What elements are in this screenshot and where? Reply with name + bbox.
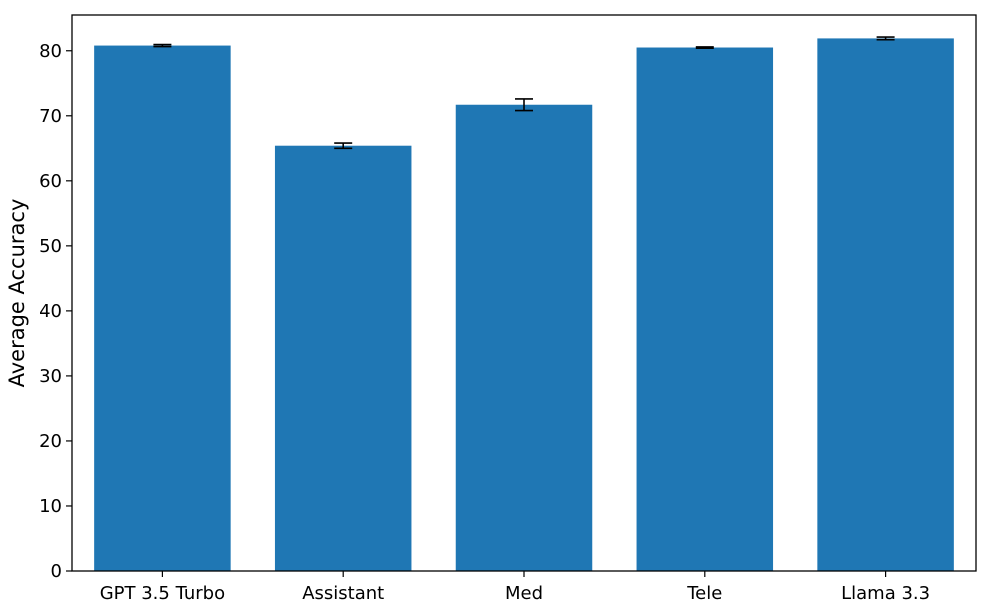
y-tick-label-0: 0 bbox=[51, 561, 62, 582]
error-bar-tele bbox=[695, 46, 714, 49]
error-bar-llama-3-3 bbox=[876, 36, 895, 41]
x-tick-label-assistant: Assistant bbox=[302, 583, 384, 604]
y-axis: 0 10 20 30 40 50 60 70 80 bbox=[39, 41, 72, 582]
y-tick-label-80: 80 bbox=[39, 41, 62, 62]
bar-tele bbox=[636, 47, 774, 571]
x-axis: GPT 3.5 Turbo Assistant Med Tele Llama 3.3 bbox=[100, 571, 930, 604]
bar-gpt-3-5-turbo bbox=[94, 45, 231, 572]
y-tick-label-70: 70 bbox=[39, 106, 62, 127]
error-bars-group bbox=[153, 36, 895, 150]
y-tick-label-10: 10 bbox=[39, 496, 62, 517]
x-tick-label-gpt-3-5-turbo: GPT 3.5 Turbo bbox=[100, 583, 225, 604]
bar-llama-3-3 bbox=[817, 38, 954, 572]
error-bar-gpt-3-5-turbo bbox=[153, 43, 172, 48]
y-tick-label-60: 60 bbox=[39, 171, 62, 192]
y-tick-label-50: 50 bbox=[39, 236, 62, 257]
x-tick-label-llama-3-3: Llama 3.3 bbox=[841, 583, 930, 604]
bar-assistant bbox=[274, 145, 412, 571]
y-tick-label-40: 40 bbox=[39, 301, 62, 322]
bar-med bbox=[455, 104, 593, 571]
x-tick-label-med: Med bbox=[505, 583, 543, 604]
x-tick-label-tele: Tele bbox=[686, 583, 722, 604]
y-tick-label-30: 30 bbox=[39, 366, 62, 387]
y-axis-label: Average Accuracy bbox=[5, 199, 29, 388]
error-bar-med bbox=[515, 98, 533, 112]
bars-group bbox=[94, 38, 954, 572]
error-bar-assistant bbox=[334, 142, 353, 150]
y-tick-label-20: 20 bbox=[39, 431, 62, 452]
